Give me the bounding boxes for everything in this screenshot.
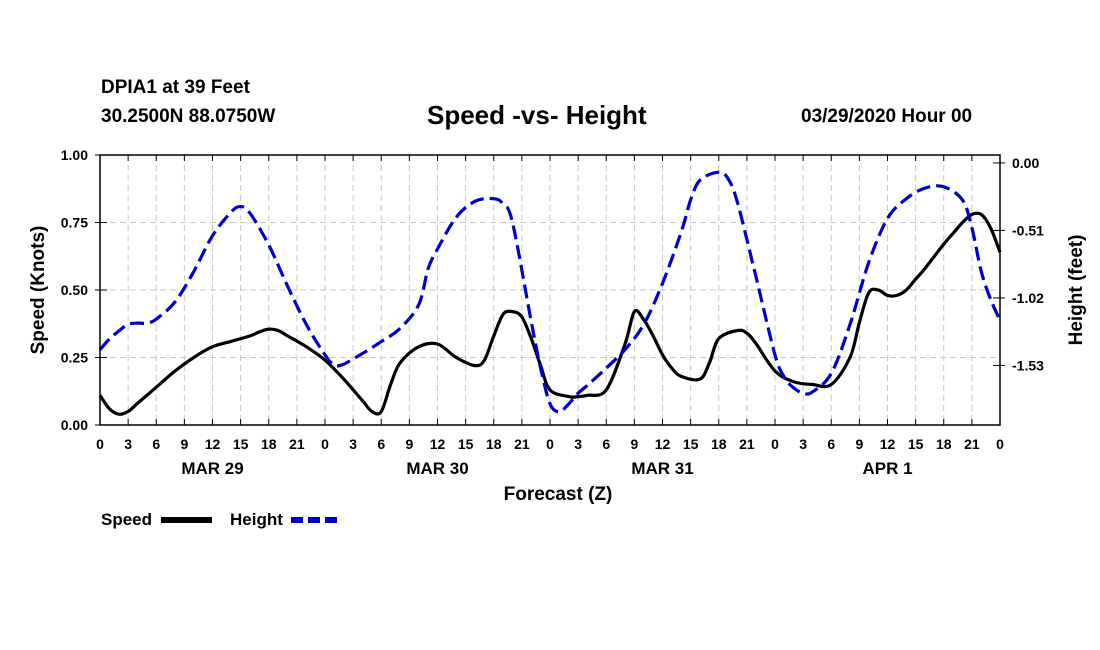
station-label: DPIA1 at 39 Feet	[101, 77, 250, 98]
x-tick-label: 0	[546, 436, 554, 452]
x-tick-label: 3	[799, 436, 807, 452]
x-tick-label: 3	[124, 436, 132, 452]
x-tick-label: 3	[574, 436, 582, 452]
x-tick-label: 9	[855, 436, 863, 452]
x-tick-label: 0	[96, 436, 104, 452]
forecast-run-time: 03/29/2020 Hour 00	[801, 106, 973, 127]
x-tick-label: 6	[377, 436, 385, 452]
x-tick-label: 15	[233, 436, 249, 452]
grid-lines	[100, 155, 1000, 425]
x-tick-label: 12	[430, 436, 446, 452]
x-tick-label: 15	[908, 436, 924, 452]
legend-height-label: Height	[230, 510, 283, 529]
x-tick-label: 12	[205, 436, 221, 452]
y-tick-label-right: 0.00	[1012, 155, 1039, 171]
y-axis-left-title: Speed (Knots)	[28, 226, 49, 355]
y-tick-label-left: 0.25	[61, 350, 88, 366]
legend: Speed Height	[101, 510, 342, 529]
y-tick-label-left: 0.75	[61, 215, 88, 231]
x-tick-label: 3	[349, 436, 357, 452]
y-tick-label-left: 0.00	[61, 417, 88, 433]
tick-marks	[95, 154, 1005, 426]
x-tick-label: 12	[880, 436, 896, 452]
x-tick-label: 9	[630, 436, 638, 452]
x-tick-label: 21	[739, 436, 755, 452]
x-tick-label: 9	[405, 436, 413, 452]
y-tick-label-right: -0.51	[1012, 222, 1044, 238]
tick-labels: 0 3 6 9 12 15 18 21 0 3 6 9 12 15 18 21 0 3 6 9 12 15 18 21 0 3 6 9…	[61, 147, 1044, 478]
x-tick-label: 12	[655, 436, 671, 452]
x-tick-label: 6	[827, 436, 835, 452]
x-tick-label: 18	[261, 436, 277, 452]
y-tick-label-right: -1.53	[1012, 357, 1044, 373]
x-tick-label: 15	[683, 436, 699, 452]
height-series-line	[98, 170, 1002, 414]
station-coordinates: 30.2500N 88.0750W	[101, 106, 276, 127]
chart-title: Speed -vs- Height	[427, 100, 647, 130]
y-tick-label-left: 0.50	[61, 282, 88, 298]
x-tick-label: 0	[996, 436, 1004, 452]
x-tick-label: 0	[771, 436, 779, 452]
x-tick-label: 15	[458, 436, 474, 452]
x-tick-label: 21	[964, 436, 980, 452]
y-tick-label-right: -1.02	[1012, 290, 1044, 306]
legend-speed-label: Speed	[101, 510, 152, 529]
x-tick-label: 18	[486, 436, 502, 452]
x-tick-label: 21	[289, 436, 305, 452]
day-label: MAR 31	[631, 459, 693, 478]
x-axis-title: Forecast (Z)	[504, 484, 613, 505]
y-axis-right-title: Height (feet)	[1066, 235, 1087, 346]
day-label: MAR 29	[181, 459, 243, 478]
series-layer	[98, 170, 1002, 416]
x-tick-label: 18	[936, 436, 952, 452]
x-tick-label: 6	[152, 436, 160, 452]
x-tick-label: 6	[602, 436, 610, 452]
x-tick-label: 21	[514, 436, 530, 452]
speed-series-line	[98, 211, 1002, 416]
x-tick-label: 18	[711, 436, 727, 452]
day-label: APR 1	[862, 459, 912, 478]
day-label: MAR 30	[406, 459, 468, 478]
y-tick-label-left: 1.00	[61, 147, 88, 163]
x-tick-label: 0	[321, 436, 329, 452]
x-tick-label: 9	[180, 436, 188, 452]
